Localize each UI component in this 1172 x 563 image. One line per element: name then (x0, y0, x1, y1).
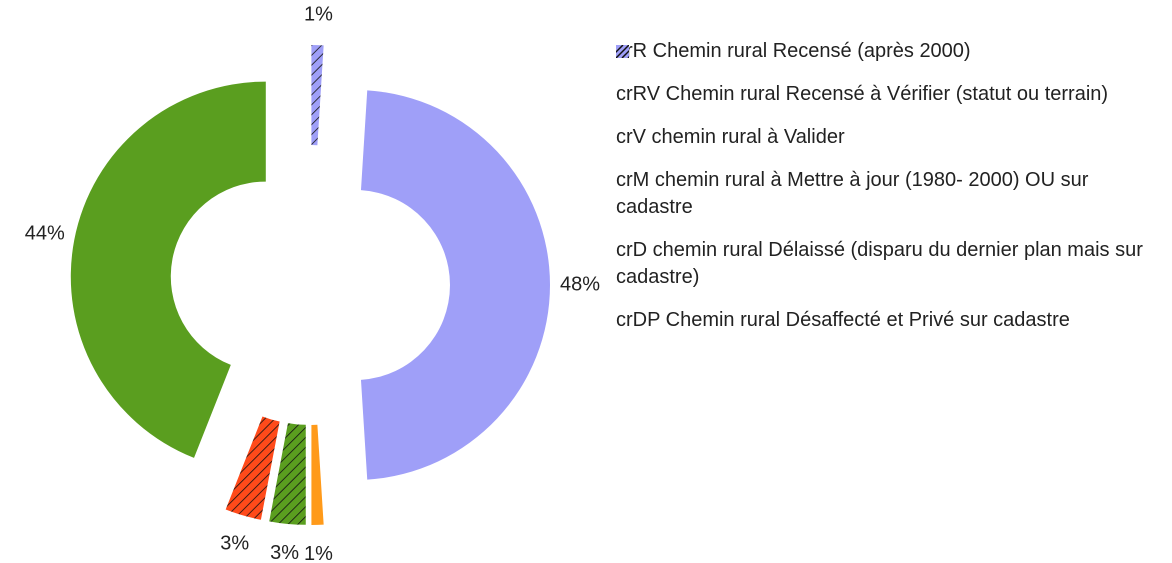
donut-slice (225, 416, 280, 520)
legend: crR Chemin rural Recensé (après 2000) crR… (616, 38, 1164, 334)
legend-swatch (616, 45, 629, 58)
donut-slice (269, 423, 306, 525)
data-label: 1% (304, 543, 333, 563)
data-label: 1% (304, 3, 333, 25)
donut-slice (311, 424, 324, 525)
data-label: 3% (270, 542, 299, 563)
legend-item: crR Chemin rural Recensé (après 2000) (616, 38, 1164, 65)
data-label: 3% (220, 533, 249, 555)
legend-item: crM chemin rural à Mettre à jour (1980- … (616, 45, 1164, 221)
legend-label: crR Chemin rural Recensé (après 2000) (616, 40, 971, 62)
legend-item: crV chemin rural à Valider (616, 45, 1164, 151)
legend-label: crV chemin rural à Valider (616, 126, 845, 148)
data-label: 44% (25, 223, 65, 245)
legend-label: crDP Chemin rural Désaffecté et Privé su… (616, 309, 1070, 331)
donut-slice (70, 81, 266, 458)
legend-item: crD chemin rural Délaissé (disparu du de… (616, 45, 1164, 291)
donut-slice (360, 90, 551, 480)
donut-slice (311, 45, 324, 146)
legend-item: crRV Chemin rural Recensé à Vérifier (st… (616, 45, 1164, 108)
donut-plot: 44%3% 3% 1%48%1% (25, 3, 600, 563)
legend-item: crDP Chemin rural Désaffecté et Privé su… (616, 45, 1164, 334)
data-label: 48% (560, 273, 600, 295)
legend-label: crRV Chemin rural Recensé à Vérifier (st… (616, 83, 1109, 105)
legend-label: crM chemin rural à Mettre à jour (1980- … (616, 169, 1089, 218)
legend-label: crD chemin rural Délaissé (disparu du de… (616, 239, 1143, 288)
